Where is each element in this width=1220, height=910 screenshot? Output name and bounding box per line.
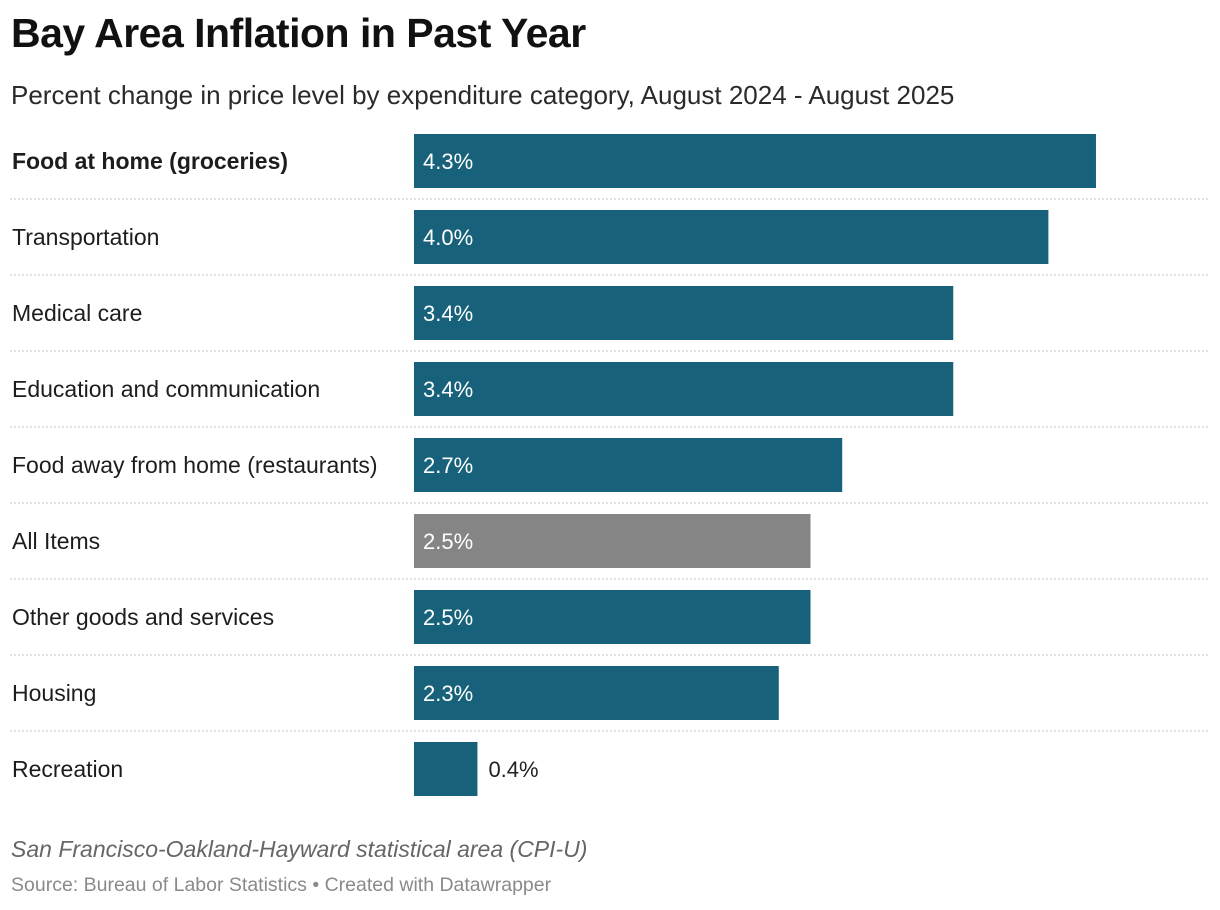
value-label: 0.4%: [488, 757, 538, 782]
value-label: 2.3%: [423, 681, 473, 706]
value-label: 2.5%: [423, 605, 473, 630]
bar: [414, 210, 1049, 264]
category-label: Recreation: [12, 756, 123, 782]
category-label: Food at home (groceries): [12, 148, 288, 174]
bar: [414, 362, 954, 416]
bar: [414, 286, 954, 340]
category-label: Food away from home (restaurants): [12, 452, 378, 478]
chart-subtitle: Percent change in price level by expendi…: [11, 80, 955, 110]
bar: [414, 438, 843, 492]
bar: [414, 742, 478, 796]
chart-source: Source: Bureau of Labor Statistics • Cre…: [11, 874, 552, 896]
category-label: Other goods and services: [12, 604, 274, 630]
category-label: Transportation: [12, 224, 159, 250]
value-label: 3.4%: [423, 377, 473, 402]
value-label: 2.7%: [423, 453, 473, 478]
category-label: Housing: [12, 680, 96, 706]
bar: [414, 514, 811, 568]
category-label: Education and communication: [12, 376, 320, 402]
value-label: 2.5%: [423, 529, 473, 554]
bar: [414, 134, 1096, 188]
value-label: 4.0%: [423, 225, 473, 250]
bar: [414, 590, 811, 644]
chart-title: Bay Area Inflation in Past Year: [11, 10, 586, 56]
value-label: 3.4%: [423, 301, 473, 326]
bar: [414, 666, 779, 720]
category-label: Medical care: [12, 300, 142, 326]
category-label: All Items: [12, 528, 100, 554]
value-label: 4.3%: [423, 149, 473, 174]
chart-notes: San Francisco-Oakland-Hayward statistica…: [11, 836, 588, 862]
